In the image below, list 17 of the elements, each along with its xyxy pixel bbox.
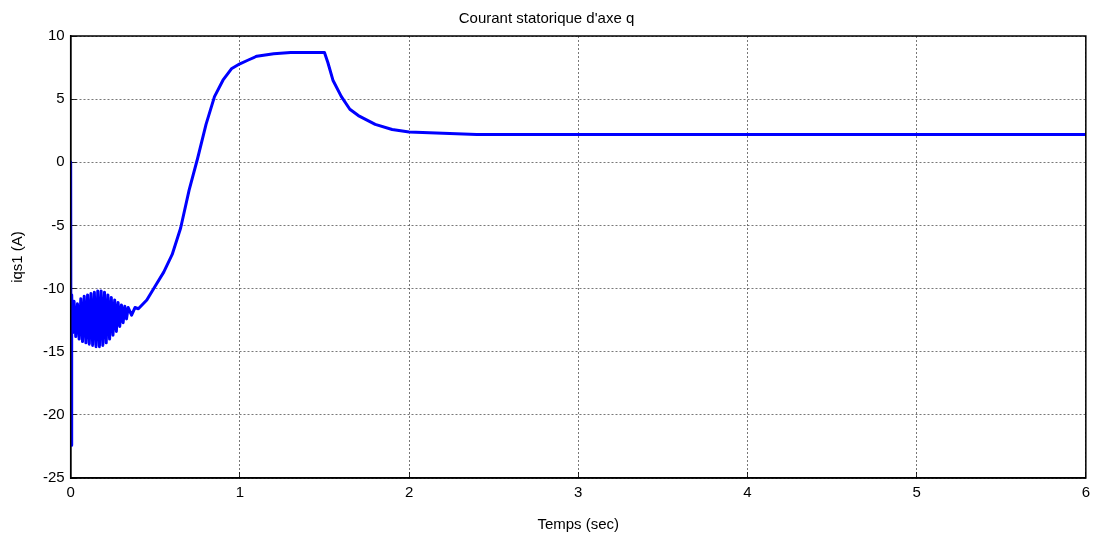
x-tick-label: 3 [574, 483, 583, 501]
x-tick-label: 5 [912, 483, 921, 501]
y-tick-label: -20 [42, 405, 65, 422]
y-tick-label: -15 [42, 341, 65, 359]
y-axis-title: iqs1 (A) [8, 231, 26, 283]
y-tick-label: -25 [42, 468, 65, 486]
y-tick-label: 5 [56, 89, 65, 107]
y-tick-label: 10 [47, 26, 65, 44]
x-tick-label: 2 [404, 483, 414, 501]
x-tick-label: 1 [235, 483, 245, 501]
y-tick-label: 0 [56, 152, 65, 170]
chart-title: Courant statorique d'axe q [458, 9, 635, 27]
x-axis-title: Temps (sec) [537, 515, 620, 533]
y-tick-label: -10 [42, 278, 65, 296]
y-tick-label: -5 [51, 215, 65, 233]
x-tick-label: 6 [1081, 483, 1090, 501]
x-tick-label: 4 [743, 483, 752, 501]
